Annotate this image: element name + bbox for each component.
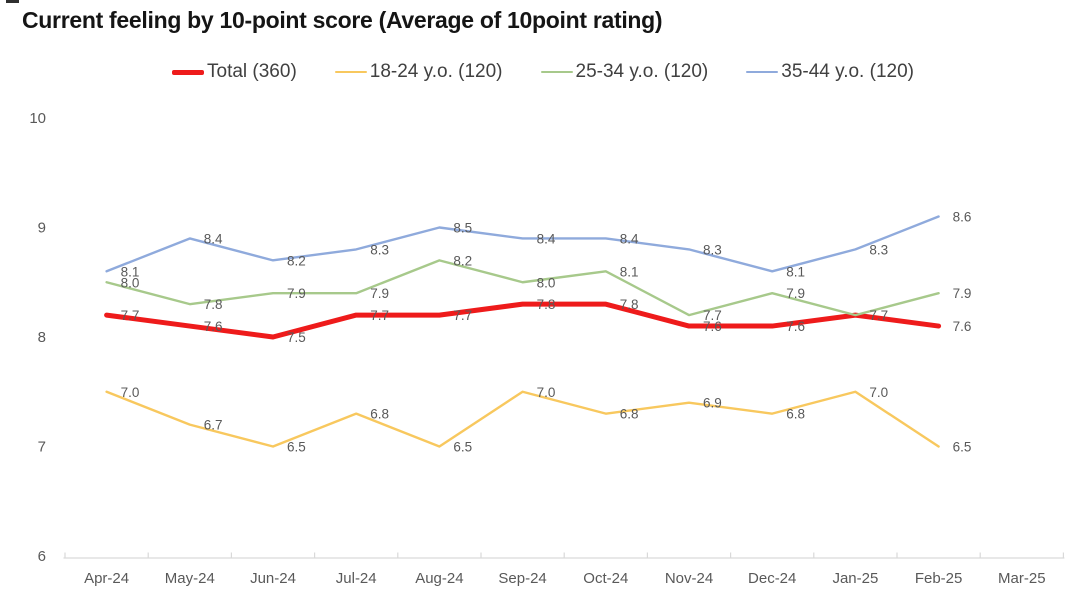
y-tick-label: 7 bbox=[38, 439, 46, 456]
data-label: 6.8 bbox=[786, 407, 805, 422]
data-label: 8.0 bbox=[121, 275, 140, 290]
legend-label: 18-24 y.o. (120) bbox=[369, 61, 503, 82]
data-label: 7.9 bbox=[786, 286, 805, 301]
series-line-0 bbox=[104, 301, 942, 340]
data-label: 8.4 bbox=[204, 231, 223, 246]
data-label: 7.8 bbox=[537, 297, 556, 312]
chart-title: Current feeling by 10-point score (Avera… bbox=[22, 7, 663, 33]
data-label: 8.2 bbox=[287, 253, 306, 268]
x-tick-label: Jan-25 bbox=[832, 570, 878, 587]
corner-artifact bbox=[6, 0, 19, 3]
y-tick-label: 8 bbox=[38, 329, 46, 346]
data-labels: 7.77.67.57.7 7.77.8 7.87.6 7.67.77.67.06.76… bbox=[121, 210, 972, 455]
x-tick-label: Aug-24 bbox=[415, 570, 463, 587]
legend-item-1: 18-24 y.o. (120) bbox=[334, 61, 503, 83]
data-label: 8.4 bbox=[537, 231, 556, 246]
x-tick-label: Jun-24 bbox=[250, 570, 296, 587]
data-label: 8.6 bbox=[953, 210, 972, 225]
legend-line-swatch bbox=[540, 70, 573, 74]
data-label: 7.0 bbox=[537, 385, 556, 400]
data-label: 8.1 bbox=[121, 264, 140, 279]
data-label: 7.7 bbox=[121, 308, 140, 323]
x-tick-label: Sep-24 bbox=[498, 570, 546, 587]
data-label: 6.8 bbox=[620, 407, 639, 422]
legend-item-2: 25-34 y.o. (120) bbox=[540, 61, 709, 83]
data-label: 7.6 bbox=[953, 319, 972, 334]
data-label: 6.5 bbox=[953, 440, 972, 455]
legend-label: 25-34 y.o. (120) bbox=[575, 61, 709, 82]
data-label: 7.8 bbox=[620, 297, 639, 312]
data-label: 7.9 bbox=[953, 286, 972, 301]
data-label: 8.3 bbox=[703, 242, 722, 257]
x-axis bbox=[63, 552, 1065, 559]
data-label: 8.1 bbox=[620, 264, 639, 279]
legend-item-3: 35-44 y.o. (120) bbox=[746, 61, 914, 83]
legend-label: Total (360) bbox=[207, 61, 297, 82]
x-tick-label: Oct-24 bbox=[583, 570, 628, 587]
data-label: 6.5 bbox=[453, 440, 472, 455]
chart-legend: Total (360) 18-24 y.o. (120) 25-34 y.o. (1… bbox=[0, 61, 1086, 83]
data-label: 6.5 bbox=[287, 440, 306, 455]
data-label: 7.8 bbox=[204, 297, 223, 312]
data-label: 8.3 bbox=[370, 242, 389, 257]
data-label: 6.9 bbox=[703, 396, 722, 411]
series-line-1 bbox=[105, 390, 940, 448]
series-line-3 bbox=[105, 215, 940, 273]
data-label: 8.1 bbox=[786, 264, 805, 279]
data-label: 7.9 bbox=[287, 286, 306, 301]
x-tick-label: Nov-24 bbox=[665, 570, 713, 587]
data-label: 7.7 bbox=[370, 308, 389, 323]
x-tick-label: Dec-24 bbox=[748, 570, 796, 587]
data-label: 7.6 bbox=[703, 319, 722, 334]
x-tick-label: Feb-25 bbox=[915, 570, 963, 587]
data-label: 8.5 bbox=[453, 221, 472, 236]
x-tick-label: Apr-24 bbox=[84, 570, 129, 587]
y-axis-labels: 10 9 8 7 6 bbox=[29, 110, 46, 565]
y-tick-label: 10 bbox=[29, 110, 46, 127]
legend-item-0: Total (360) bbox=[172, 61, 297, 83]
legend-line-swatch bbox=[172, 69, 204, 75]
data-label: 7.0 bbox=[121, 385, 140, 400]
y-tick-label: 6 bbox=[38, 548, 46, 565]
data-label: 7.6 bbox=[786, 319, 805, 334]
data-label: 8.2 bbox=[453, 253, 472, 268]
x-tick-label: Mar-25 bbox=[998, 570, 1046, 587]
data-label: 8.0 bbox=[537, 275, 556, 290]
x-tick-label: Jul-24 bbox=[336, 570, 377, 587]
data-label: 7.7 bbox=[703, 308, 722, 323]
legend-line-swatch bbox=[334, 70, 367, 74]
y-tick-label: 9 bbox=[38, 220, 46, 237]
series-line-2 bbox=[105, 259, 940, 317]
legend-label: 35-44 y.o. (120) bbox=[781, 61, 914, 82]
data-label: 7.5 bbox=[287, 330, 306, 345]
data-label: 6.8 bbox=[370, 407, 389, 422]
data-label: 8.4 bbox=[620, 231, 639, 246]
data-label: 8.3 bbox=[869, 242, 888, 257]
data-label: 7.6 bbox=[204, 319, 223, 334]
data-label: 7.9 bbox=[370, 286, 389, 301]
legend-line-swatch bbox=[746, 70, 779, 74]
data-label: 7.7 bbox=[453, 308, 472, 323]
data-label: 7.0 bbox=[869, 385, 888, 400]
x-tick-label: May-24 bbox=[165, 570, 215, 587]
data-label: 7.7 bbox=[869, 308, 888, 323]
x-axis-labels: Apr-24 May-24 Jun-24 Jul-24 Aug-24 Sep-24 Oct-… bbox=[84, 570, 1045, 587]
data-label: 6.7 bbox=[204, 418, 223, 433]
